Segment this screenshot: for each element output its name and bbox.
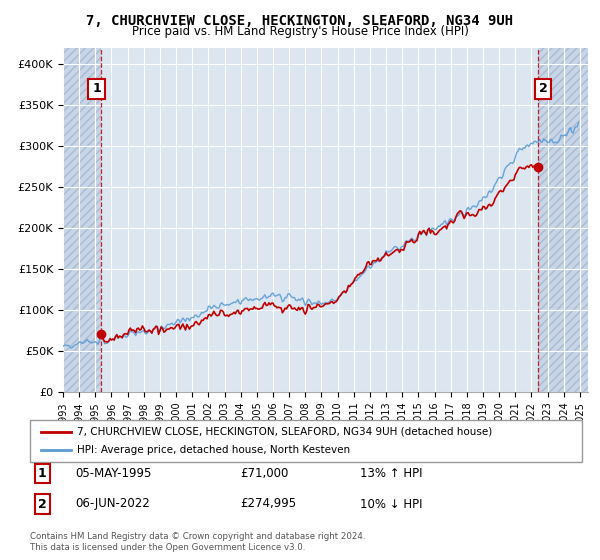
Text: 2: 2	[38, 497, 46, 511]
Bar	[538, 48, 588, 392]
Text: 7, CHURCHVIEW CLOSE, HECKINGTON, SLEAFORD, NG34 9UH (detached house): 7, CHURCHVIEW CLOSE, HECKINGTON, SLEAFOR…	[77, 427, 492, 437]
Text: HPI: Average price, detached house, North Kesteven: HPI: Average price, detached house, Nort…	[77, 445, 350, 455]
Text: 13% ↑ HPI: 13% ↑ HPI	[360, 466, 422, 480]
Text: 1: 1	[38, 466, 46, 480]
Text: Contains HM Land Registry data © Crown copyright and database right 2024.
This d: Contains HM Land Registry data © Crown c…	[30, 532, 365, 552]
Text: 05-MAY-1995: 05-MAY-1995	[75, 466, 151, 480]
Bar	[63, 48, 101, 392]
Text: £274,995: £274,995	[240, 497, 296, 511]
Text: 7, CHURCHVIEW CLOSE, HECKINGTON, SLEAFORD, NG34 9UH: 7, CHURCHVIEW CLOSE, HECKINGTON, SLEAFOR…	[86, 14, 514, 28]
Text: 10% ↓ HPI: 10% ↓ HPI	[360, 497, 422, 511]
Text: 06-JUN-2022: 06-JUN-2022	[75, 497, 150, 511]
Text: £71,000: £71,000	[240, 466, 289, 480]
FancyBboxPatch shape	[30, 420, 582, 462]
Text: 1: 1	[92, 82, 101, 95]
Text: 2: 2	[539, 82, 547, 95]
Text: Price paid vs. HM Land Registry's House Price Index (HPI): Price paid vs. HM Land Registry's House …	[131, 25, 469, 38]
